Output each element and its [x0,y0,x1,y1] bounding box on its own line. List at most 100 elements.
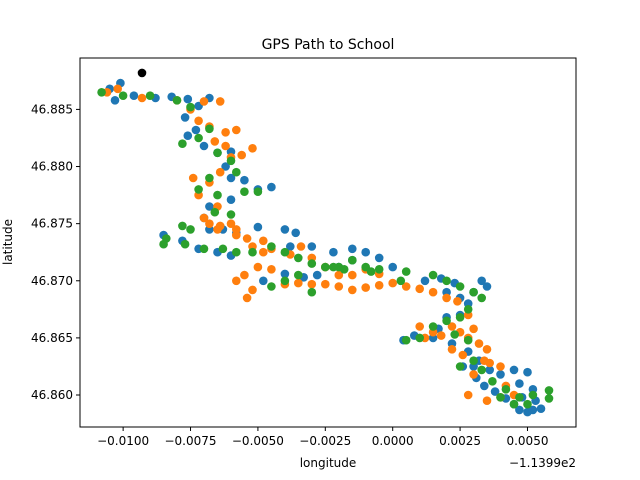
series-2-point-52 [477,365,487,375]
series-2-point-63 [280,276,290,286]
series-0-point-10 [191,125,201,135]
series-2-point-50 [469,356,478,366]
series-1-point-63 [321,279,330,289]
series-2-point-24 [218,244,228,254]
series-0-point-19 [267,182,276,192]
series-1-point-68 [226,219,236,228]
series-2-point-26 [248,247,257,257]
series-1-point-56 [240,270,249,280]
series-2-point-45 [428,322,438,331]
series-1-point-78 [458,350,468,360]
series-0-point-40 [280,269,290,279]
series-0-point-6 [183,94,193,104]
series-0-point-2 [110,96,120,105]
series-2-point-56 [528,390,538,400]
series-1-point-14 [237,150,246,160]
series-0-point-16 [226,173,236,183]
series-2-point-57 [544,386,554,395]
series-2-point-60 [509,399,519,409]
series-2-point-5 [205,124,214,134]
series-1-point-32 [348,270,357,280]
series-1-point-82 [496,362,505,371]
series-0-point-11 [183,131,193,140]
series-2-point-29 [294,253,303,263]
series-2-point-39 [455,282,465,291]
series-2-point-12 [194,185,203,194]
series-1-point-67 [374,281,384,290]
series-0-point-15 [221,162,230,171]
series-2-point-66 [329,262,338,272]
series-2-point-44 [442,316,451,326]
series-2-point-6 [194,133,203,143]
series-2-point-51 [455,362,465,371]
series-2-point-65 [307,287,317,297]
x-tick-label-5: 0.0025 [439,434,481,448]
series-0-point-32 [348,244,357,254]
series-2-point-62 [294,270,303,280]
series-0-point-35 [388,262,398,272]
series-2-point-25 [232,247,241,257]
series-0-point-28 [291,228,301,238]
series-0-point-34 [374,253,384,263]
series-1-point-15 [248,144,257,153]
series-1-point-66 [361,283,371,292]
series-1-point-12 [221,141,230,151]
series-1-point-31 [334,270,344,280]
series-1-point-74 [415,322,425,331]
series-0-point-17 [240,175,249,185]
series-2-point-27 [267,242,276,251]
series-2-point-42 [463,305,473,314]
series-2-point-49 [463,335,473,345]
series-2-point-53 [488,377,497,386]
series-2-point-18 [186,225,195,234]
series-1-point-35 [388,278,398,288]
series-2-point-1 [118,91,128,100]
series-2-point-41 [477,293,487,303]
series-1-point-49 [463,390,473,400]
series-2-point-43 [455,313,465,322]
plot-points [97,68,554,417]
series-0-point-53 [477,276,487,286]
series-1-point-58 [248,285,257,295]
series-2-point-33 [348,255,357,265]
series-0-point-66 [485,365,495,375]
series-0-point-81 [480,381,489,391]
x-axis-offset-label: −1.1399e2 [509,456,576,470]
series-0-point-3 [129,91,139,100]
series-1-point-39 [442,293,451,303]
series-2-point-55 [515,393,524,402]
series-1-point-77 [447,345,457,354]
series-2-point-15 [253,187,263,196]
series-1-point-71 [232,225,241,234]
series-1-point-24 [242,234,252,243]
series-0-point-20 [226,195,236,204]
series-1-point-10 [232,125,241,135]
series-1-point-1 [113,84,122,94]
series-1-point-69 [199,213,209,223]
x-tick-label-6: 0.0050 [506,434,548,448]
series-1-point-2 [137,93,147,103]
series-0-point-41 [259,276,268,286]
x-tick-label-2: −0.0050 [232,434,284,448]
series-2-point-13 [213,190,222,200]
x-tick-label-3: −0.0025 [299,434,351,448]
series-2-point-16 [226,210,236,219]
series-1-point-9 [221,128,230,137]
series-1-point-64 [334,282,344,291]
y-axis-ticks: 46.860 46.865 46.870 46.875 46.880 46.885 [31,102,80,402]
x-tick-label-4: 0.0000 [372,434,414,448]
series-2-point-61 [496,393,505,402]
series-1-point-80 [469,324,478,334]
series-1-point-65 [348,285,357,295]
series-0-point-68 [509,365,519,375]
series-0-point-38 [312,270,322,280]
series-2-point-37 [428,270,438,280]
series-0-point-70 [515,379,524,388]
series-2-point-17 [210,207,220,217]
y-tick-label-5: 46.885 [31,102,73,116]
series-1-point-62 [307,279,317,289]
series-1-point-61 [294,278,303,288]
series-0-point-67 [496,370,505,379]
series-1-point-11 [210,137,220,146]
